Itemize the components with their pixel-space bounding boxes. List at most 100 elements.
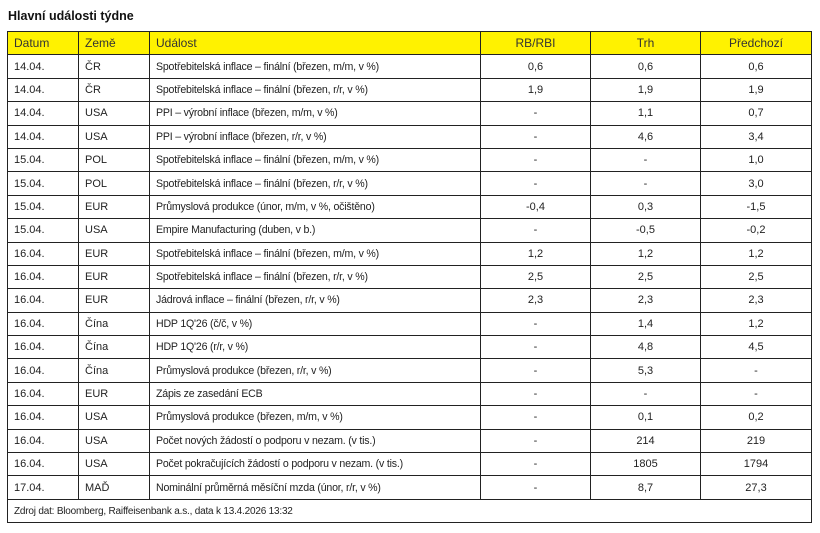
- cell-previous: 1,0: [700, 147, 812, 173]
- cell-previous: -1,5: [700, 194, 812, 220]
- cell-date: 16.04.: [7, 358, 79, 383]
- cell-rb-forecast: -: [480, 428, 591, 454]
- cell-event: PPI – výrobní inflace (březen, m/m, v %): [149, 101, 481, 126]
- cell-market: 1,9: [590, 77, 701, 103]
- cell-date: 15.04.: [7, 218, 79, 243]
- table-header-row: Datum Země Událost RB/RBI Trh Předchozí: [7, 30, 812, 56]
- cell-date: 16.04.: [7, 381, 79, 407]
- cell-date: 14.04.: [7, 124, 79, 149]
- header-rb-forecast: RB/RBI: [480, 30, 591, 56]
- cell-date: 16.04.: [7, 264, 79, 290]
- cell-previous: 4,5: [700, 335, 812, 360]
- cell-country: EUR: [78, 241, 150, 266]
- cell-market: 0,6: [590, 54, 701, 79]
- table-row: 14.04. ČR Spotřebitelská inflace – finální…: [7, 54, 812, 79]
- cell-rb-forecast: -: [480, 101, 591, 126]
- cell-market: -: [590, 147, 701, 173]
- cell-date: 15.04.: [7, 171, 79, 196]
- cell-country: POL: [78, 147, 150, 173]
- cell-country: USA: [78, 124, 150, 149]
- cell-previous: 27,3: [700, 475, 812, 500]
- table-row: 16.04. EUR Zápis ze zasedání ECB - - -: [7, 381, 812, 407]
- header-previous: Předchozí: [700, 30, 812, 56]
- cell-country: EUR: [78, 381, 150, 407]
- header-event: Událost: [149, 30, 481, 56]
- cell-rb-forecast: -: [480, 475, 591, 500]
- cell-rb-forecast: -: [480, 311, 591, 337]
- cell-country: Čína: [78, 311, 150, 337]
- cell-previous: 0,6: [700, 54, 812, 79]
- cell-previous: -0,2: [700, 218, 812, 243]
- source-note: Zdroj dat: Bloomberg, Raiffeisenbank a.s…: [7, 498, 812, 524]
- table-row: 16.04. EUR Jádrová inflace – finální (břez…: [7, 288, 812, 313]
- table-row: 16.04. USA Počet pokračujících žádostí o p…: [7, 452, 812, 477]
- cell-date: 16.04.: [7, 405, 79, 430]
- cell-previous: 3,4: [700, 124, 812, 149]
- cell-previous: 2,5: [700, 264, 812, 290]
- cell-date: 17.04.: [7, 475, 79, 500]
- cell-rb-forecast: 0,6: [480, 54, 591, 79]
- header-date: Datum: [7, 30, 79, 56]
- table-row: 16.04. EUR Spotřebitelská inflace – fináln…: [7, 264, 812, 290]
- cell-country: MAĎ: [78, 475, 150, 500]
- table-row: 15.04. POL Spotřebitelská inflace – fináln…: [7, 147, 812, 173]
- cell-market: 4,8: [590, 335, 701, 360]
- cell-market: 2,5: [590, 264, 701, 290]
- cell-date: 16.04.: [7, 241, 79, 266]
- cell-date: 14.04.: [7, 77, 79, 103]
- table-row: 17.04. MAĎ Nominální průměrná měsíční mzda…: [7, 475, 812, 500]
- page-title: Hlavní události týdne: [8, 9, 134, 23]
- cell-country: EUR: [78, 194, 150, 220]
- cell-market: 4,6: [590, 124, 701, 149]
- cell-date: 14.04.: [7, 54, 79, 79]
- cell-previous: 3,0: [700, 171, 812, 196]
- cell-rb-forecast: 2,5: [480, 264, 591, 290]
- table-row: 16.04. Čína Průmyslová produkce (březen, r…: [7, 358, 812, 383]
- table-row: 14.04. USA PPI – výrobní inflace (březen, …: [7, 101, 812, 126]
- cell-previous: 1794: [700, 452, 812, 477]
- cell-event: Spotřebitelská inflace – finální (březen…: [149, 54, 481, 79]
- table-row: 16.04. Čína HDP 1Q'26 (r/r, v %) -4,8 4,5: [7, 335, 812, 360]
- header-country: Země: [78, 30, 150, 56]
- cell-previous: 2,3: [700, 288, 812, 313]
- cell-market: 0,1: [590, 405, 701, 430]
- cell-market: -: [590, 171, 701, 196]
- table-row: 15.04. POL Spotřebitelská inflace – fináln…: [7, 171, 812, 196]
- cell-event: Zápis ze zasedání ECB: [149, 381, 481, 407]
- cell-market: 214: [590, 428, 701, 454]
- cell-event: Spotřebitelská inflace – finální (březen…: [149, 264, 481, 290]
- cell-market: -: [590, 381, 701, 407]
- cell-event: HDP 1Q'26 (r/r, v %): [149, 335, 481, 360]
- cell-event: Empire Manufacturing (duben, v b.): [149, 218, 481, 243]
- cell-event: Spotřebitelská inflace – finální (březen…: [149, 147, 481, 173]
- cell-previous: 1,2: [700, 311, 812, 337]
- cell-market: 2,3: [590, 288, 701, 313]
- cell-rb-forecast: -: [480, 405, 591, 430]
- cell-country: ČR: [78, 54, 150, 79]
- cell-market: 1,4: [590, 311, 701, 337]
- cell-country: USA: [78, 101, 150, 126]
- cell-date: 15.04.: [7, 147, 79, 173]
- table-row: 15.04. EUR Průmyslová produkce (únor, m/m,…: [7, 194, 812, 220]
- table-row: 16.04. USA Počet nových žádostí o podporu …: [7, 428, 812, 454]
- cell-country: EUR: [78, 264, 150, 290]
- cell-event: Jádrová inflace – finální (březen, r/r, …: [149, 288, 481, 313]
- cell-country: USA: [78, 218, 150, 243]
- cell-previous: 1,9: [700, 77, 812, 103]
- cell-date: 16.04.: [7, 311, 79, 337]
- cell-rb-forecast: -: [480, 124, 591, 149]
- cell-country: USA: [78, 428, 150, 454]
- cell-rb-forecast: -: [480, 147, 591, 173]
- cell-rb-forecast: -: [480, 452, 591, 477]
- cell-date: 16.04.: [7, 335, 79, 360]
- cell-market: 0,3: [590, 194, 701, 220]
- cell-event: Průmyslová produkce (březen, r/r, v %): [149, 358, 481, 383]
- cell-event: Spotřebitelská inflace – finální (březen…: [149, 241, 481, 266]
- cell-rb-forecast: 1,9: [480, 77, 591, 103]
- cell-event: Spotřebitelská inflace – finální (březen…: [149, 77, 481, 103]
- cell-event: Průmyslová produkce (březen, m/m, v %): [149, 405, 481, 430]
- cell-country: USA: [78, 405, 150, 430]
- cell-rb-forecast: -0,4: [480, 194, 591, 220]
- table-row: 15.04. USA Empire Manufacturing (duben, v …: [7, 218, 812, 243]
- cell-previous: 219: [700, 428, 812, 454]
